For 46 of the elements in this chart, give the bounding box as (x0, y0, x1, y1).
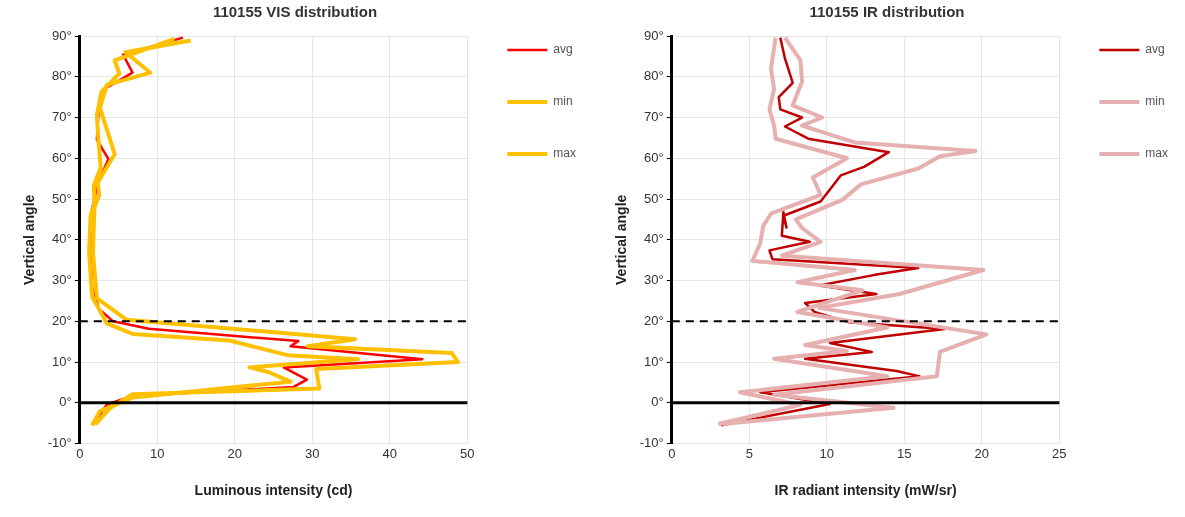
legend-label: avg (1145, 42, 1165, 57)
legend-label: max (1145, 146, 1168, 161)
y-axis-title: Vertical angle (613, 194, 630, 285)
y-tick-label: 20° (52, 312, 72, 328)
x-tick-label: 20 (227, 445, 243, 461)
y-tick-label: 90° (52, 27, 72, 43)
legend-label: max (553, 146, 576, 161)
x-tick-label: 0 (668, 445, 676, 461)
legend-label: min (553, 94, 573, 109)
x-axis-title: Luminous intensity (cd) (194, 482, 353, 499)
legend-label: min (1145, 94, 1165, 109)
y-tick-label: 50° (644, 190, 664, 206)
x-tick-label: 10 (819, 445, 835, 461)
legend-label: avg (553, 42, 573, 57)
y-tick-label: 60° (644, 149, 664, 165)
y-tick-label: 0° (59, 394, 72, 410)
y-tick-label: 80° (644, 68, 664, 84)
y-tick-label: 50° (52, 190, 72, 206)
x-tick-label: 50 (460, 445, 475, 461)
y-tick-label: 20° (644, 312, 664, 328)
x-tick-label: 40 (382, 445, 398, 461)
x-tick-label: 15 (897, 445, 912, 461)
y-tick-label: 60° (52, 149, 72, 165)
y-tick-label: 0° (651, 394, 664, 410)
y-tick-label: 40° (52, 231, 72, 247)
x-axis-title: IR radiant intensity (mW/sr) (774, 482, 957, 499)
x-tick-label: 0 (76, 445, 84, 461)
chart-title: 110155 IR distribution (809, 3, 965, 21)
x-tick-label: 5 (745, 445, 753, 461)
chart-title: 110155 VIS distribution (212, 3, 378, 21)
y-tick-label: 70° (52, 109, 72, 125)
y-tick-label: 90° (644, 27, 664, 43)
y-tick-label: 80° (52, 68, 72, 84)
y-axis-title: Vertical angle (21, 194, 38, 285)
y-tick-label: 10° (644, 353, 664, 369)
x-tick-label: 30 (305, 445, 320, 461)
x-tick-label: 20 (974, 445, 990, 461)
y-tick-label: 30° (52, 272, 72, 288)
y-tick-label: -10° (639, 435, 664, 451)
y-tick-label: 70° (644, 109, 664, 125)
x-tick-label: 10 (150, 445, 165, 461)
y-tick-label: -10° (47, 435, 72, 451)
x-tick-label: 25 (1052, 445, 1067, 461)
y-tick-label: 10° (52, 353, 72, 369)
y-tick-label: 30° (644, 272, 664, 288)
y-tick-label: 40° (644, 231, 664, 247)
